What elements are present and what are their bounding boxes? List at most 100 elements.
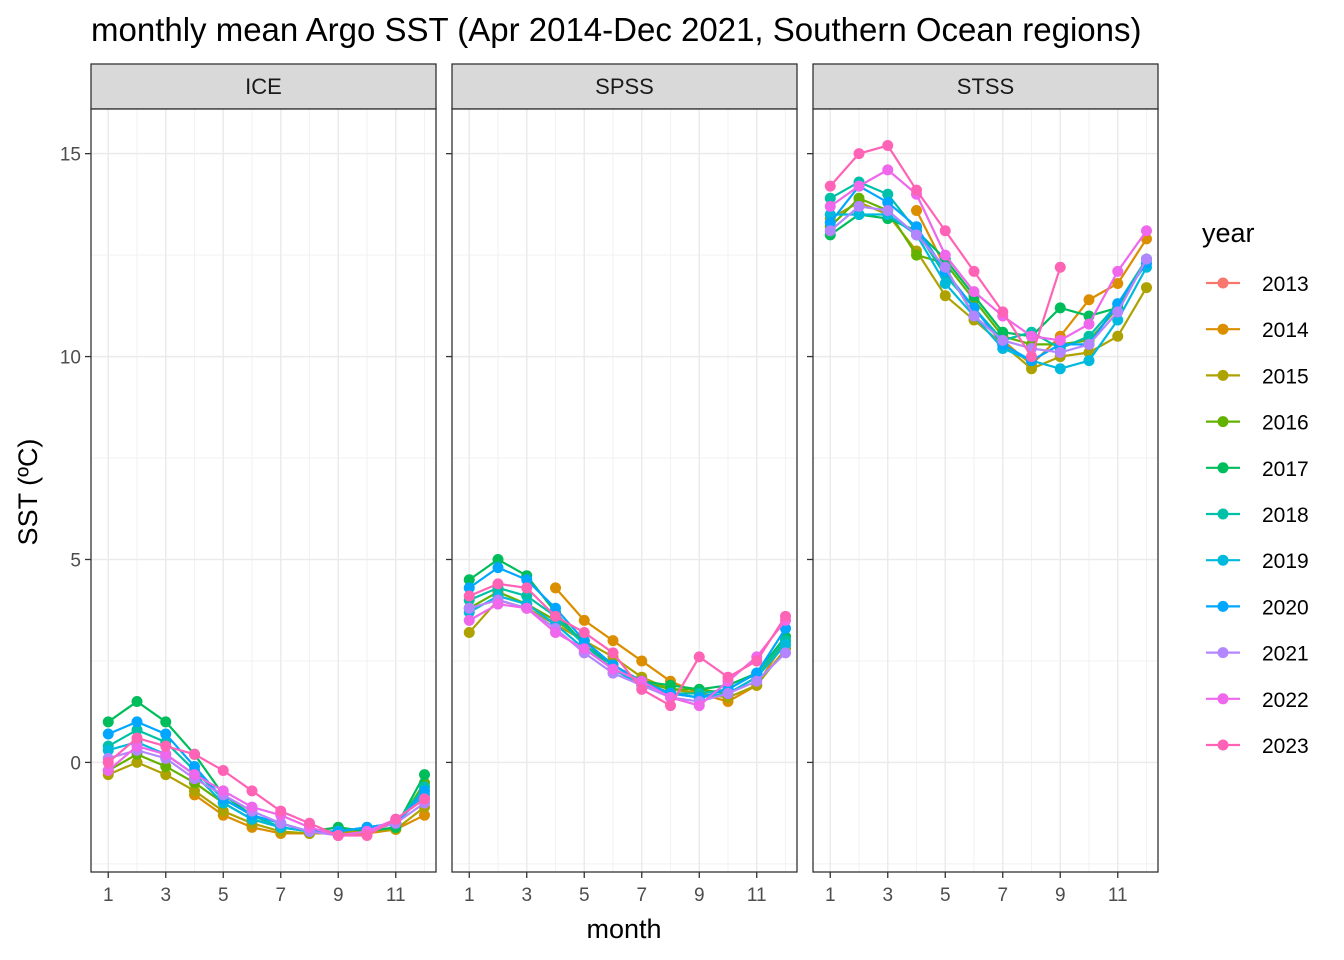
- x-tick-label: 11: [386, 885, 406, 906]
- data-point-2020: [419, 785, 430, 797]
- series-2023: [463, 578, 791, 712]
- data-point-2019: [853, 209, 865, 221]
- data-point-2023: [780, 610, 791, 622]
- legend-label: 2019: [1262, 550, 1309, 573]
- data-point-2022: [968, 286, 980, 298]
- data-point-2022: [636, 675, 648, 687]
- data-point-2023: [1026, 351, 1037, 363]
- x-tick-label: 11: [1108, 885, 1128, 906]
- legend-key-point: [1217, 554, 1229, 566]
- x-tick-label: 5: [218, 885, 229, 906]
- legend-label: 2014: [1262, 319, 1309, 342]
- data-point-2023: [102, 756, 114, 768]
- data-point-2023: [332, 829, 344, 841]
- data-point-2019: [939, 278, 951, 290]
- data-point-2023: [390, 813, 402, 825]
- legend-key-point: [1217, 600, 1229, 612]
- data-point-2023: [853, 148, 865, 160]
- data-point-2015: [189, 785, 200, 797]
- x-tick-label: 7: [997, 885, 1008, 906]
- x-tick-label: 9: [333, 885, 344, 906]
- data-point-2022: [492, 598, 504, 610]
- data-point-2022: [824, 200, 836, 212]
- data-point-2022: [693, 700, 705, 712]
- panel-border: [451, 108, 798, 873]
- data-point-2019: [780, 639, 791, 651]
- legend-key-point: [1217, 647, 1229, 659]
- data-point-2021: [1054, 347, 1066, 359]
- legend-label: 2020: [1262, 596, 1309, 619]
- legend-label: 2023: [1262, 735, 1309, 758]
- data-point-2020: [131, 716, 143, 728]
- x-tick-label: 7: [275, 885, 286, 906]
- panel-border: [90, 108, 437, 873]
- data-point-2015: [463, 627, 475, 639]
- data-point-2023: [419, 793, 430, 805]
- legend-item-2016: 2016: [1206, 412, 1309, 435]
- data-point-2022: [939, 249, 951, 261]
- legend-item-2015: 2015: [1206, 365, 1309, 388]
- data-point-2021: [939, 261, 951, 273]
- x-tick-label: 3: [160, 885, 171, 906]
- data-point-2020: [102, 728, 114, 740]
- data-point-2019: [1112, 314, 1124, 326]
- data-point-2023: [304, 817, 315, 829]
- data-point-2018: [882, 188, 894, 200]
- data-point-2021: [968, 310, 980, 322]
- data-point-2022: [217, 785, 229, 797]
- data-point-2023: [131, 732, 143, 744]
- x-tick-label: 9: [694, 885, 705, 906]
- data-point-2022: [853, 180, 865, 192]
- data-point-2022: [246, 801, 258, 813]
- data-point-2022: [1141, 225, 1152, 237]
- data-point-2022: [131, 740, 143, 752]
- data-point-2021: [997, 334, 1009, 346]
- facet-strip: [812, 63, 1159, 110]
- data-point-2023: [997, 306, 1009, 318]
- data-point-2023: [636, 683, 648, 695]
- legend-item-2017: 2017: [1206, 458, 1309, 481]
- data-point-2014: [911, 204, 922, 216]
- data-point-2020: [911, 221, 922, 233]
- data-point-2023: [361, 829, 373, 841]
- facet-panel-ice: ICE 1 3 5 7 9 11 0 5 10 15: [60, 63, 437, 906]
- data-point-2023: [911, 184, 922, 196]
- data-point-2022: [160, 748, 172, 760]
- x-tick-label: 3: [521, 885, 532, 906]
- data-point-2014: [419, 809, 430, 821]
- legend: year 2013 2014 2015 2016 2017 2018 2019 2020 202…: [1202, 218, 1309, 758]
- data-point-2017: [131, 696, 143, 708]
- data-point-2019: [1054, 363, 1066, 375]
- data-point-2023: [217, 765, 229, 777]
- data-point-2023: [882, 140, 894, 152]
- facet-strip-label: STSS: [957, 74, 1014, 99]
- x-tick-label: 9: [1055, 885, 1066, 906]
- data-point-2017: [463, 574, 475, 586]
- data-point-2023: [550, 610, 561, 622]
- data-point-2014: [550, 582, 561, 594]
- data-point-2018: [824, 192, 836, 204]
- data-point-2015: [1026, 363, 1037, 375]
- data-point-2014: [578, 614, 590, 626]
- legend-key-point: [1217, 739, 1229, 751]
- data-point-2021: [911, 229, 922, 241]
- data-point-2023: [824, 180, 836, 192]
- data-point-2015: [1112, 330, 1124, 342]
- data-point-2015: [939, 290, 951, 302]
- y-tick-label: 10: [60, 348, 81, 369]
- data-point-2023: [463, 590, 475, 602]
- data-point-2017: [419, 769, 430, 781]
- series-2023: [824, 140, 1066, 363]
- panel-border: [812, 108, 1159, 873]
- data-point-2017: [492, 553, 504, 565]
- data-point-2016: [911, 249, 922, 261]
- data-point-2022: [607, 663, 619, 675]
- data-point-2014: [1112, 278, 1124, 290]
- data-point-2018: [521, 590, 533, 602]
- legend-key-point: [1217, 277, 1229, 289]
- legend-label: 2017: [1262, 458, 1309, 481]
- y-axis-title: SST (ºC): [13, 439, 43, 546]
- data-point-2022: [1054, 334, 1066, 346]
- data-point-2023: [693, 651, 705, 663]
- data-point-2022: [550, 627, 561, 639]
